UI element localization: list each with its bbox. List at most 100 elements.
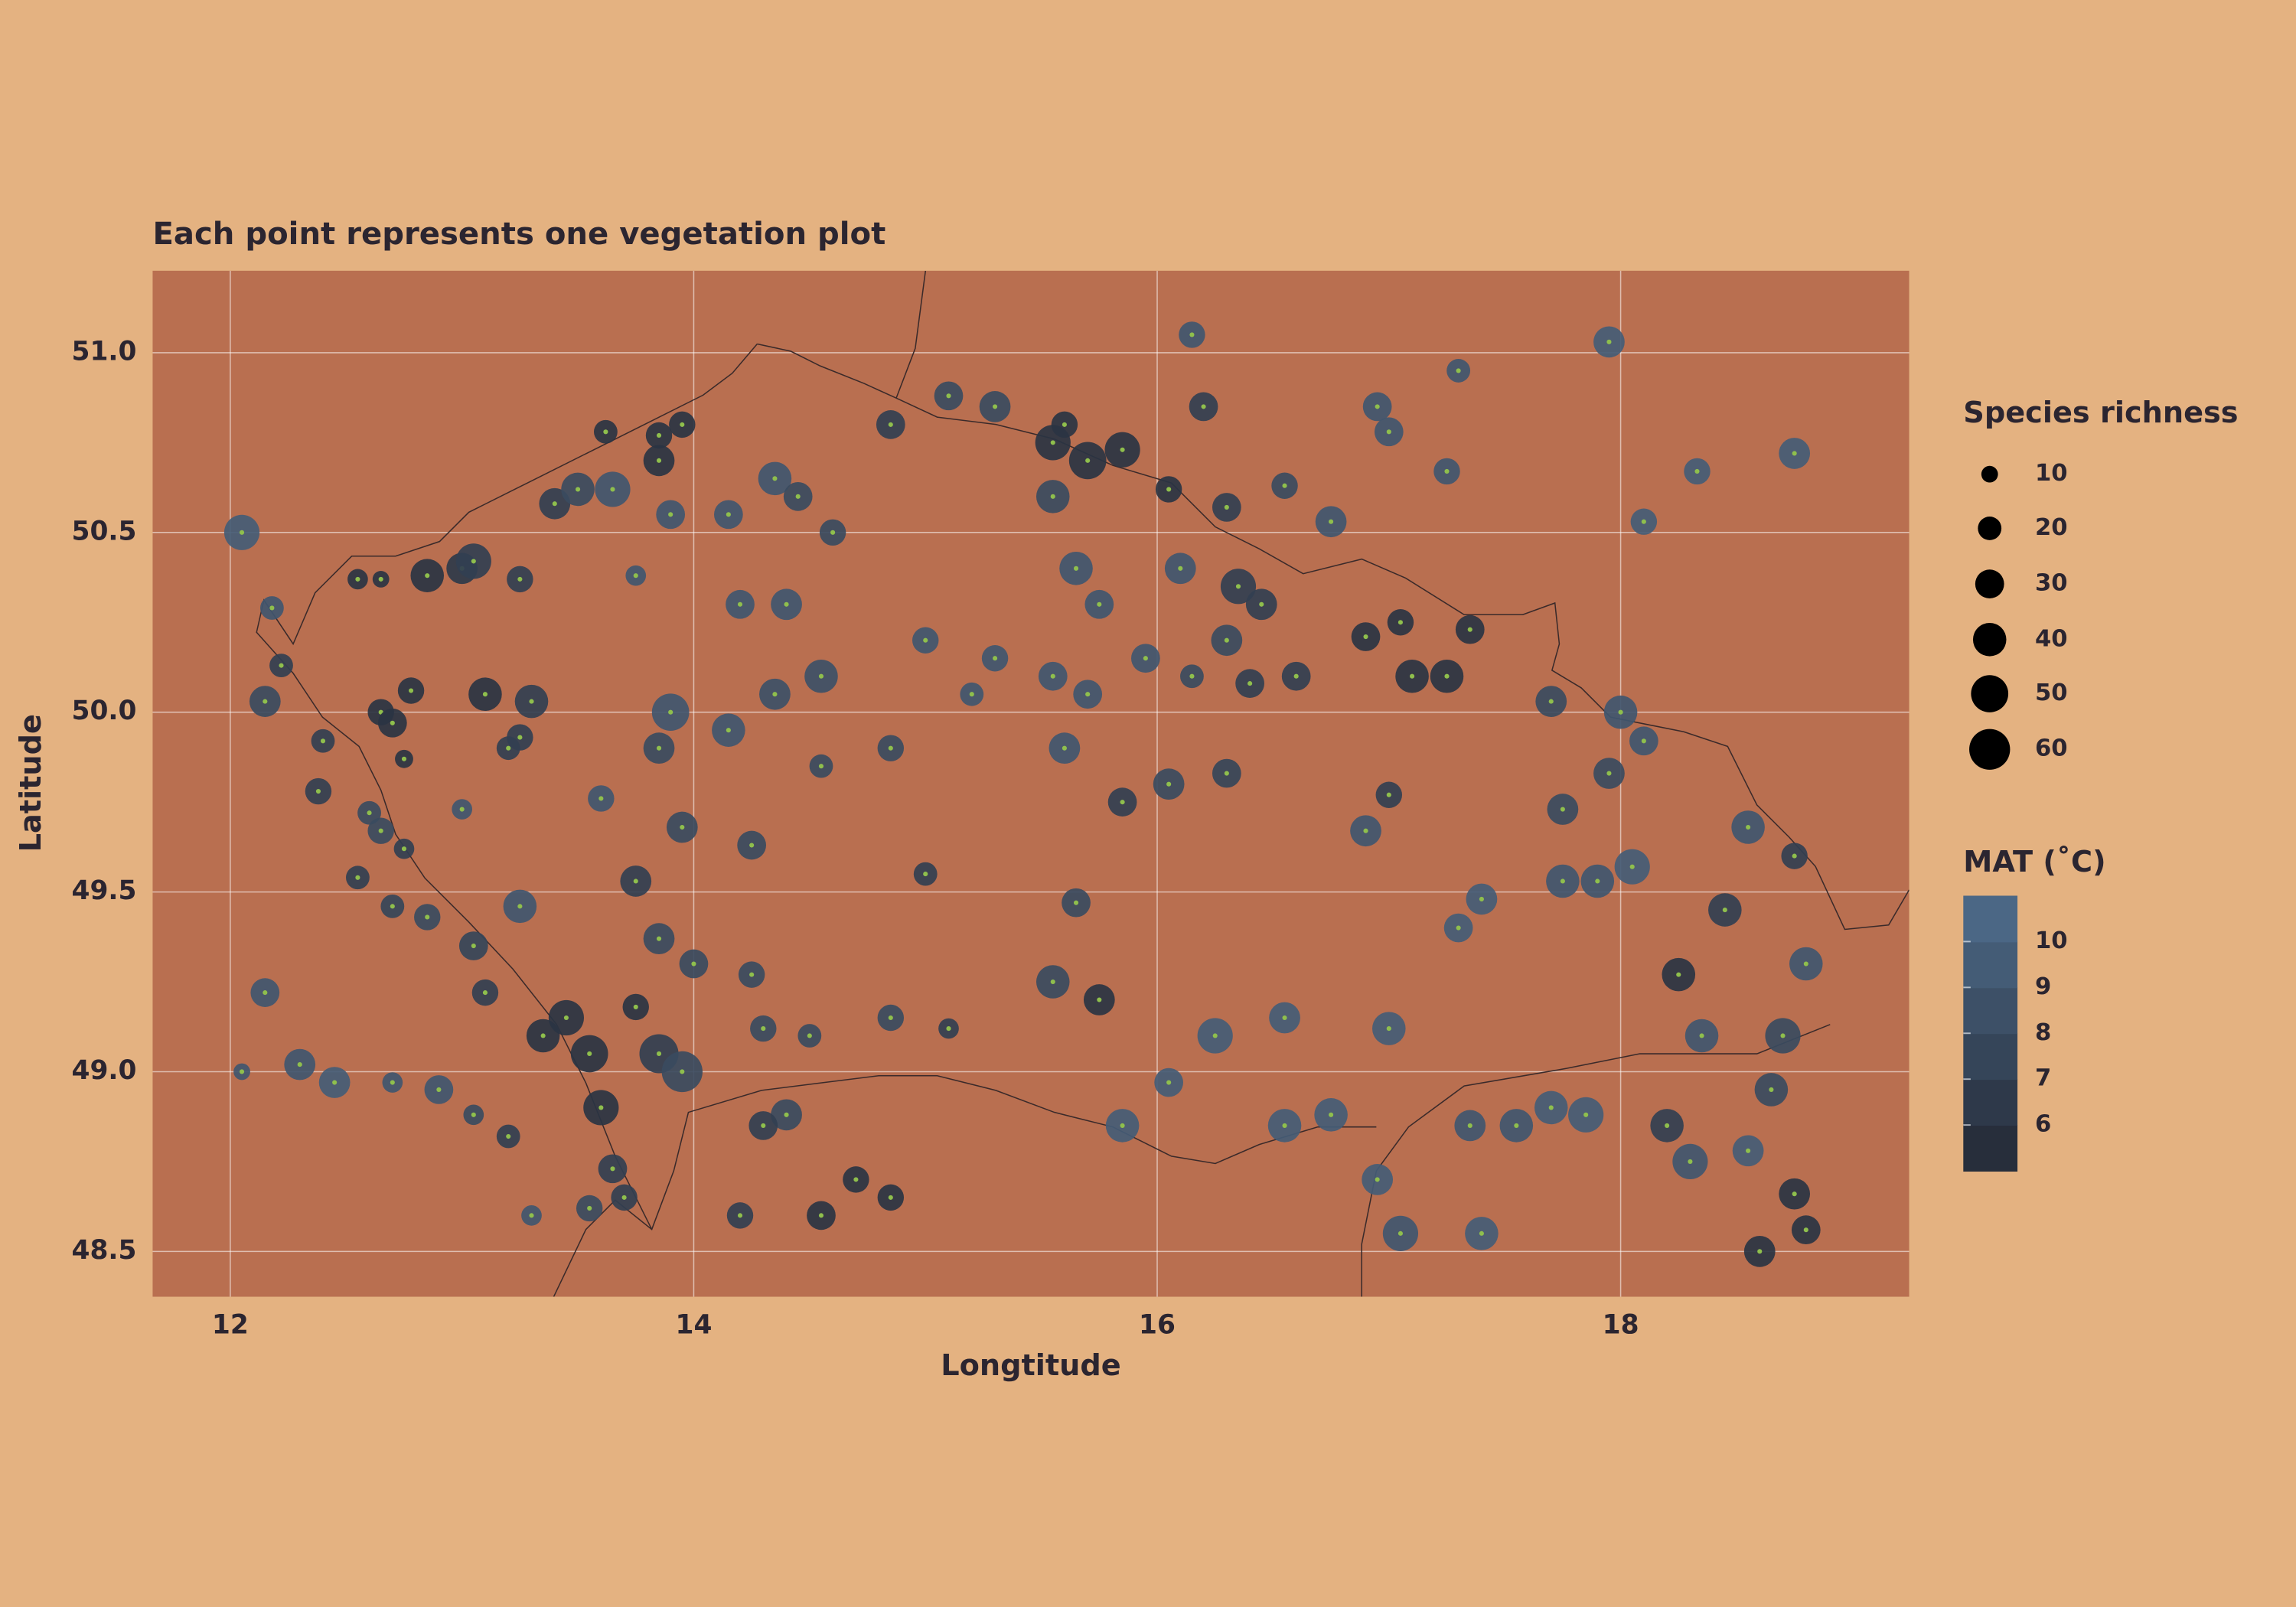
plot-center — [269, 605, 275, 611]
plot-center — [1618, 709, 1623, 715]
plot-center — [1073, 566, 1079, 571]
colorbar-label: 9 — [2035, 973, 2051, 1000]
plot-center — [1062, 422, 1067, 427]
plot-center — [1548, 699, 1554, 704]
plot-center — [1467, 1123, 1473, 1128]
plot-center — [1282, 483, 1287, 488]
y-tick-label: 51.0 — [72, 336, 137, 367]
plot-center — [1746, 1148, 1751, 1153]
plot-center — [888, 745, 893, 751]
plot-center — [471, 943, 476, 949]
plot-center — [888, 1195, 893, 1200]
plot-center — [540, 1033, 546, 1038]
plot-center — [563, 1015, 569, 1021]
plot-center — [320, 738, 326, 744]
plot-center — [1050, 494, 1055, 499]
plot-center — [1722, 908, 1727, 913]
plot-center — [367, 810, 372, 816]
plot-center — [1746, 824, 1751, 830]
plot-center — [680, 422, 685, 427]
plot-center — [1792, 451, 1797, 456]
size-legend-key — [1972, 623, 2007, 657]
plot-center — [1397, 1231, 1403, 1236]
plot-center — [818, 673, 824, 679]
plot-center — [378, 576, 383, 582]
plot-center — [517, 904, 523, 909]
plot-center — [680, 1069, 685, 1074]
size-legend-key — [1969, 729, 2011, 770]
plot-center — [1363, 634, 1368, 640]
plot-center — [1224, 637, 1229, 643]
plot-center — [315, 788, 321, 794]
plot-center — [587, 1205, 592, 1211]
plot-center — [401, 756, 407, 761]
country-border — [256, 270, 1910, 1297]
plot-center — [1189, 673, 1195, 679]
plot-center — [888, 422, 893, 427]
plot-center — [355, 875, 360, 880]
plot-center — [1329, 519, 1334, 524]
colorbar-band — [1963, 1033, 2018, 1081]
plot-center — [1073, 900, 1079, 905]
plot-center — [1665, 1123, 1670, 1128]
plot-center — [923, 872, 928, 877]
plot-center — [633, 878, 638, 884]
plot-center — [1479, 1231, 1484, 1236]
plot-center — [1676, 972, 1681, 977]
plot-center — [772, 476, 778, 481]
plot-center — [888, 1015, 893, 1021]
colorbar-band — [1963, 1079, 2018, 1126]
plot-center — [610, 487, 615, 492]
colorbar-band — [1963, 895, 2018, 943]
plot-center — [668, 709, 673, 715]
plot-center — [656, 432, 662, 438]
plot-center — [610, 1166, 615, 1172]
x-tick-label: 18 — [1603, 1309, 1639, 1340]
plot-center — [784, 1112, 789, 1117]
plot-center — [1456, 925, 1461, 931]
plot-center — [279, 663, 284, 668]
plot-center — [1247, 681, 1253, 686]
plot-center — [1235, 584, 1241, 589]
size-legend-label: 60 — [2035, 735, 2068, 762]
plot-center — [1212, 1033, 1218, 1038]
colorbar-band — [1963, 987, 2018, 1035]
plot-center — [598, 1105, 604, 1110]
plot-center — [482, 990, 488, 996]
plot-center — [1397, 620, 1403, 625]
size-legend-key — [1971, 675, 2009, 712]
plot-center — [1803, 961, 1808, 966]
plot-center — [749, 843, 755, 848]
colorbar-label: 10 — [2035, 927, 2068, 954]
x-tick-label: 12 — [212, 1309, 249, 1340]
plot-center — [853, 1177, 859, 1182]
plot-center — [772, 692, 778, 697]
plot-center — [436, 1087, 442, 1093]
plot-center — [1097, 601, 1102, 607]
plot-center — [1456, 368, 1461, 373]
plot-center — [1120, 800, 1125, 805]
axes: 12 14 16 18 48.5 49.0 49.5 50.0 50.5 51.0 — [72, 336, 1639, 1340]
colorbar-band — [1963, 1125, 2018, 1172]
plot-center — [737, 601, 743, 607]
plot-center — [761, 1026, 766, 1032]
points — [223, 321, 1823, 1267]
plot-center — [425, 573, 430, 579]
plot-center — [408, 688, 414, 693]
plot-center — [1375, 1177, 1380, 1182]
plot-center — [1548, 1105, 1554, 1110]
plot-center — [471, 1112, 476, 1117]
plot-center — [1560, 878, 1565, 884]
plot-center — [263, 699, 268, 704]
plot-center — [390, 720, 395, 725]
y-tick-label: 50.5 — [72, 516, 137, 546]
plot-center — [1479, 896, 1484, 902]
plot-center — [1514, 1123, 1519, 1128]
plot-center — [239, 530, 245, 535]
plot-center — [1085, 692, 1091, 697]
plot-center — [946, 393, 951, 399]
plot-center — [459, 807, 465, 812]
plot-center — [1606, 339, 1612, 344]
size-legend-key — [1981, 465, 1998, 483]
